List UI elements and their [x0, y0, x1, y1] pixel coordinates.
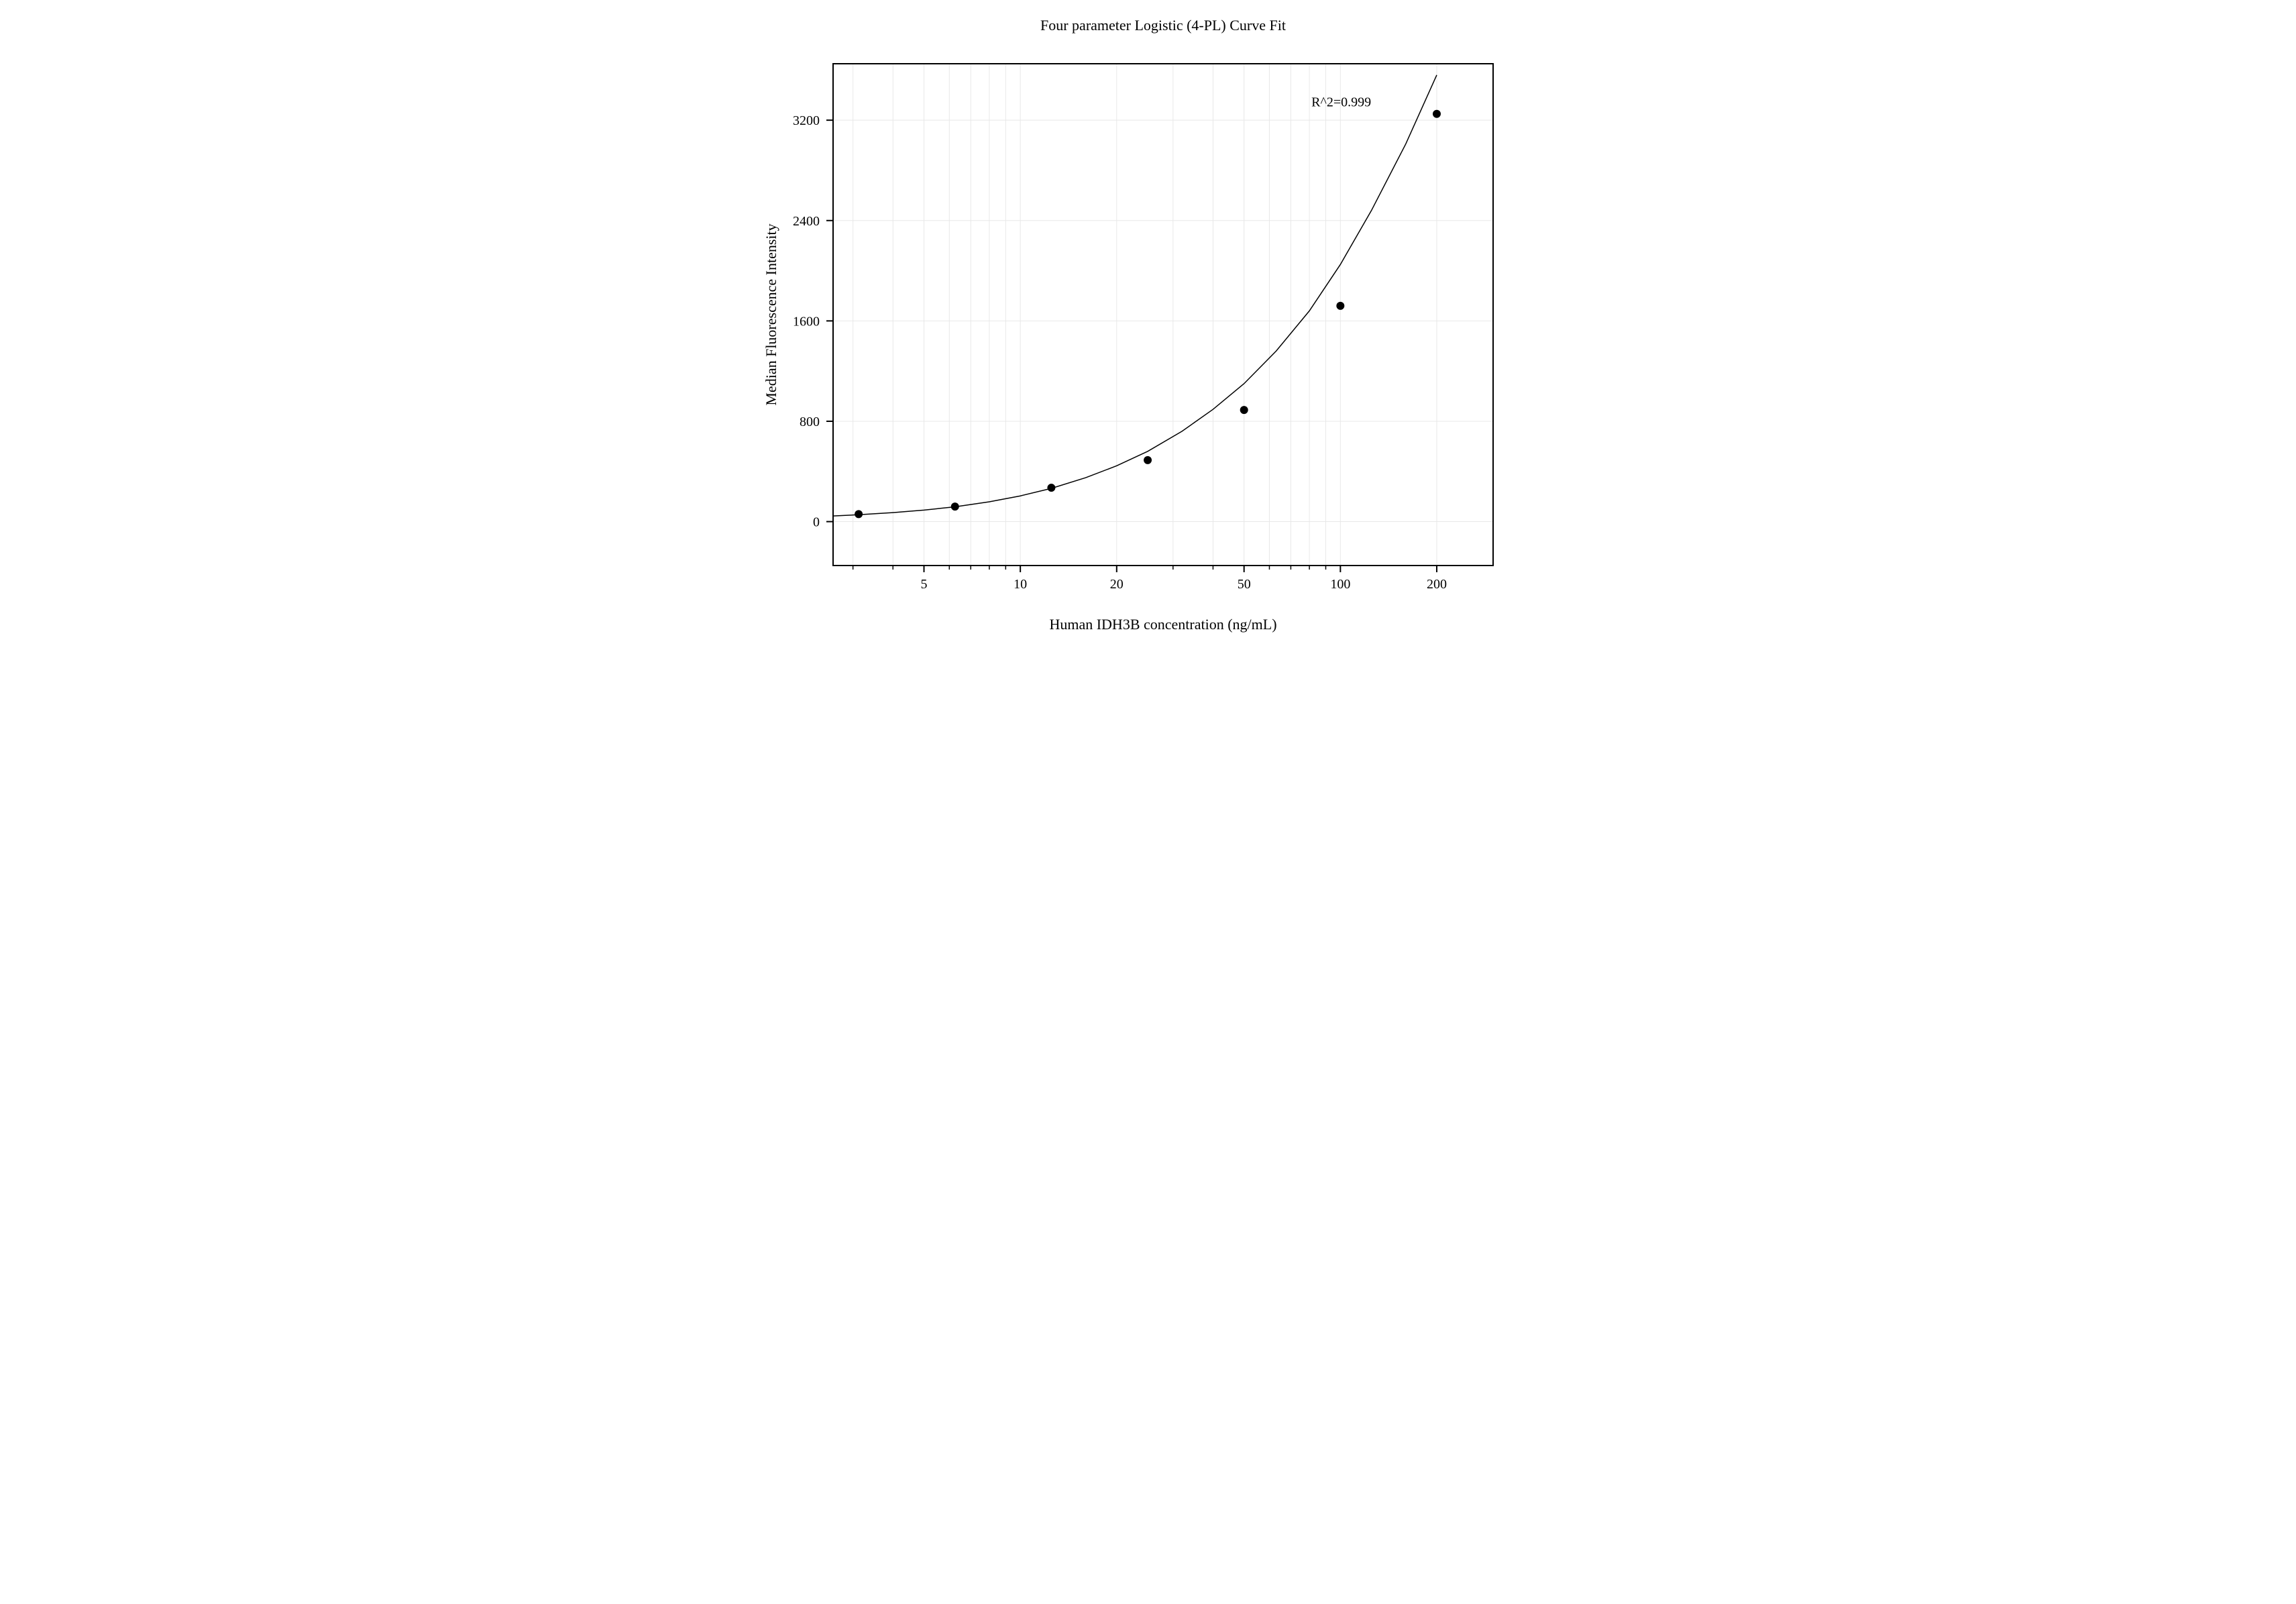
data-point — [1432, 110, 1440, 118]
chart-svg: 5 10 20 50 100 200 0 800 1600 2400 3200 Four parame… — [632, 0, 1665, 721]
y-axis-label: Median Fluorescence Intensity — [763, 223, 779, 405]
y-tick-label: 800 — [800, 415, 820, 429]
data-point — [855, 510, 863, 518]
x-tick-label: 20 — [1109, 577, 1123, 592]
y-tick-label: 2400 — [793, 214, 820, 229]
chart-title: Four parameter Logistic (4-PL) Curve Fit — [1040, 17, 1286, 34]
x-axis-label: Human IDH3B concentration (ng/mL) — [1049, 616, 1276, 633]
data-point — [1336, 302, 1344, 310]
data-point — [1047, 484, 1055, 492]
data-point — [1144, 456, 1152, 464]
x-tick-label: 200 — [1426, 577, 1446, 592]
data-point — [1240, 406, 1248, 414]
x-tick-label: 100 — [1330, 577, 1350, 592]
chart-container: 5 10 20 50 100 200 0 800 1600 2400 3200 Four parame… — [632, 0, 1665, 721]
y-tick-label: 1600 — [793, 314, 820, 329]
y-tick-label: 3200 — [793, 113, 820, 128]
y-tick-label: 0 — [813, 515, 820, 530]
r-squared-annotation: R^2=0.999 — [1311, 95, 1371, 110]
x-tick-label: 10 — [1014, 577, 1027, 592]
data-point — [950, 502, 959, 511]
x-tick-label: 5 — [920, 577, 927, 592]
x-tick-label: 50 — [1237, 577, 1250, 592]
